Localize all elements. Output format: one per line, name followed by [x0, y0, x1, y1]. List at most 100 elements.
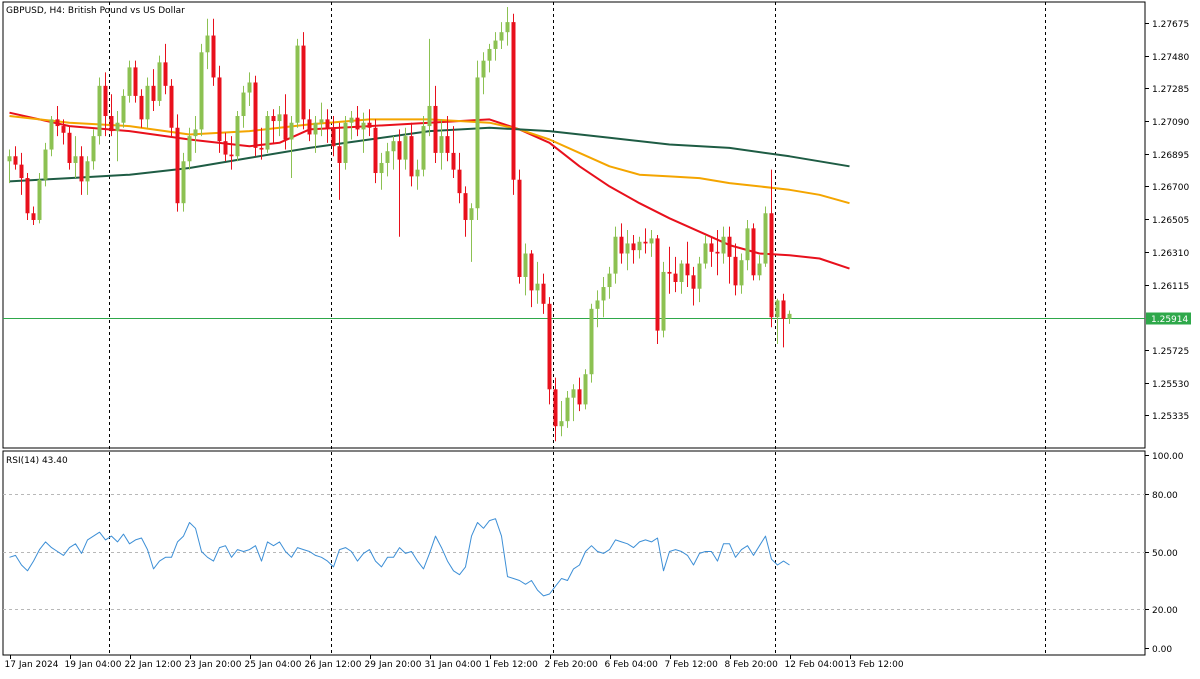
candle — [31, 206, 36, 225]
time-tick-label: 13 Feb 12:00 — [845, 660, 904, 670]
candle — [157, 55, 162, 106]
candle — [211, 18, 216, 86]
candle — [625, 230, 630, 271]
candle — [199, 43, 204, 137]
time-tick-label: 22 Jan 12:00 — [125, 660, 182, 670]
candle-body — [709, 243, 714, 252]
candle — [451, 126, 456, 179]
candle — [55, 105, 60, 137]
candle-body — [649, 238, 654, 244]
candle-body — [775, 300, 780, 318]
candle-body — [703, 243, 708, 264]
candle-body — [475, 77, 480, 209]
candle-body — [121, 95, 126, 123]
candle-body — [325, 119, 330, 128]
candle — [169, 79, 174, 137]
candle — [301, 32, 306, 130]
candle-body — [241, 92, 246, 117]
candle-body — [133, 67, 138, 96]
candle — [367, 109, 372, 137]
candle-body — [769, 213, 774, 318]
candle-body — [565, 397, 570, 422]
candle-body — [187, 136, 192, 162]
candle-body — [571, 389, 576, 398]
candle — [505, 7, 510, 46]
candle — [661, 261, 666, 338]
candle-body — [103, 85, 108, 117]
candle-body — [211, 35, 216, 78]
candle-body — [757, 263, 762, 276]
candle-body — [295, 45, 300, 123]
candle — [295, 38, 300, 128]
candle-body — [79, 156, 84, 182]
candle — [43, 142, 48, 187]
candle — [421, 116, 426, 177]
candle — [85, 156, 90, 195]
candle-body — [301, 45, 306, 120]
candle — [133, 60, 138, 103]
candle — [679, 260, 684, 294]
candle — [571, 384, 576, 422]
candle-body — [661, 271, 666, 331]
candle-body — [91, 136, 96, 162]
time-tick-label: 7 Feb 12:00 — [665, 660, 719, 670]
candle — [361, 112, 366, 153]
candle-body — [517, 179, 522, 277]
candle — [559, 401, 564, 437]
candle — [355, 105, 360, 137]
candle — [691, 266, 696, 306]
candle-body — [685, 263, 690, 276]
candle — [25, 173, 30, 220]
candle — [583, 369, 588, 410]
candle-body — [535, 283, 540, 291]
price-tick-label: 1.26895 — [1152, 151, 1189, 161]
candle-body — [97, 85, 102, 137]
candle-body — [403, 136, 408, 160]
candle-body — [283, 114, 288, 140]
candle — [475, 60, 480, 220]
candle-body — [85, 161, 90, 182]
candle-body — [601, 287, 606, 301]
candle-body — [277, 114, 282, 122]
candle — [19, 152, 24, 195]
candle-body — [637, 241, 642, 251]
rsi-tick-label: 0.00 — [1152, 645, 1172, 655]
candle-body — [355, 117, 360, 130]
candle-body — [175, 127, 180, 204]
candle-body — [715, 251, 720, 254]
candle — [193, 116, 198, 153]
candle — [589, 303, 594, 383]
time-tick-label: 8 Feb 20:00 — [725, 660, 779, 670]
candle — [343, 116, 348, 170]
candle — [187, 127, 192, 170]
candle-body — [259, 147, 264, 150]
candle-body — [151, 85, 156, 101]
candle — [511, 13, 516, 195]
candle — [349, 110, 354, 140]
time-tick-label: 31 Jan 04:00 — [425, 660, 482, 670]
candle-body — [319, 119, 324, 123]
candle — [523, 243, 528, 296]
candle-body — [181, 161, 186, 204]
candle-body — [55, 119, 60, 127]
candle — [637, 236, 642, 259]
candle — [385, 142, 390, 177]
candle — [619, 223, 624, 264]
price-tick-label: 1.25725 — [1152, 347, 1189, 357]
candle — [313, 116, 318, 153]
candle-body — [7, 156, 12, 162]
candle — [733, 243, 738, 296]
candle-body — [751, 228, 756, 276]
candle — [241, 85, 246, 128]
candle — [769, 169, 774, 328]
candle — [787, 310, 792, 324]
price-tick-label: 1.26310 — [1152, 249, 1189, 259]
candle-body — [559, 421, 564, 427]
candle-body — [43, 149, 48, 180]
candle — [547, 297, 552, 405]
time-tick-label: 25 Jan 04:00 — [245, 660, 302, 670]
candle — [775, 298, 780, 345]
candle — [145, 77, 150, 128]
